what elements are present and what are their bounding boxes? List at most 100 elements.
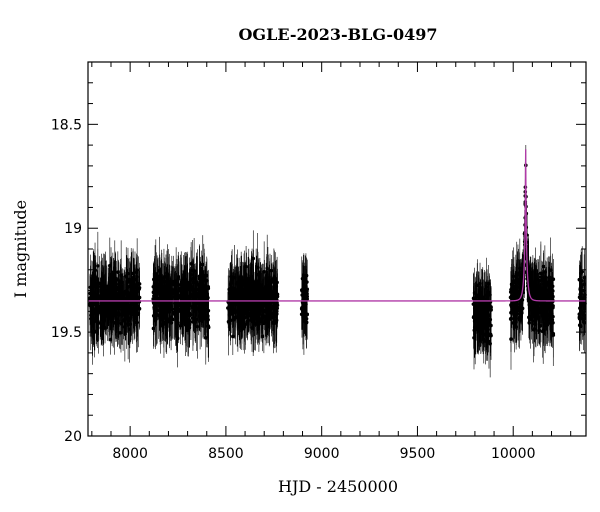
- data-point: [245, 319, 250, 324]
- data-point: [547, 275, 552, 280]
- data-point: [514, 284, 518, 288]
- data-point: [100, 315, 104, 320]
- data-point: [257, 278, 261, 283]
- data-point: [107, 284, 111, 288]
- data-point: [256, 292, 261, 296]
- data-point: [476, 309, 480, 314]
- data-point: [170, 281, 174, 286]
- data-point: [546, 302, 551, 307]
- data-point: [265, 303, 270, 308]
- y-tick-label: 19: [64, 221, 82, 237]
- data-point: [301, 315, 305, 319]
- data-point: [186, 321, 190, 325]
- data-point: [541, 314, 545, 318]
- data-point: [541, 264, 546, 269]
- data-point: [236, 295, 241, 300]
- ticks-layer: 8000 8500 9000 9500 10000 18.5 19 19.5 20: [51, 62, 586, 462]
- data-point: [91, 320, 96, 325]
- x-tick-label: 9000: [304, 446, 340, 462]
- data-point: [275, 280, 279, 285]
- data-point: [230, 278, 234, 282]
- data-point: [161, 311, 165, 316]
- data-point: [110, 292, 114, 297]
- data-point: [190, 305, 195, 310]
- data-point: [489, 305, 493, 309]
- data-point: [533, 293, 537, 297]
- data-point: [259, 309, 264, 313]
- data-point: [240, 319, 245, 323]
- data-point: [156, 288, 160, 292]
- data-point: [178, 323, 183, 328]
- data-point: [549, 311, 554, 316]
- data-point: [511, 310, 516, 314]
- data-point: [532, 322, 537, 326]
- data-point: [200, 301, 204, 305]
- data-point: [188, 287, 192, 291]
- data-point: [302, 276, 306, 280]
- data-point: [231, 334, 235, 339]
- data-point: [194, 317, 199, 322]
- data-point: [89, 295, 94, 300]
- data-point: [104, 308, 109, 313]
- y-tick-label: 18.5: [51, 117, 82, 133]
- data-point: [100, 292, 105, 297]
- data-point: [510, 284, 515, 289]
- data-point: [128, 322, 132, 326]
- data-point: [253, 322, 258, 326]
- data-point: [300, 289, 304, 293]
- model-curve: [88, 149, 586, 302]
- data-point: [247, 283, 251, 288]
- data-point: [203, 296, 207, 300]
- data-point: [249, 280, 254, 284]
- x-tick-label: 10000: [491, 446, 536, 462]
- data-point: [254, 309, 259, 313]
- data-point: [197, 297, 202, 302]
- data-point: [233, 293, 237, 297]
- data-point: [236, 311, 240, 315]
- data-point: [269, 268, 274, 273]
- data-point: [537, 310, 542, 315]
- data-point: [191, 276, 195, 281]
- data-point: [205, 315, 210, 319]
- data-point: [163, 307, 168, 311]
- data-point: [235, 280, 240, 284]
- data-point: [120, 310, 125, 315]
- data-point: [206, 324, 210, 328]
- data-point: [549, 308, 553, 313]
- data-point: [176, 277, 180, 281]
- data-point: [487, 290, 492, 295]
- data-point: [527, 315, 531, 320]
- y-axis-label: I magnitude: [11, 200, 30, 298]
- data-point: [181, 288, 186, 292]
- x-tick-label: 8000: [112, 446, 148, 462]
- data-point: [541, 293, 545, 297]
- data-point: [106, 301, 111, 306]
- data-point: [250, 288, 255, 293]
- data-point: [226, 306, 230, 310]
- data-point: [112, 272, 117, 277]
- data-point: [99, 326, 103, 330]
- data-point: [119, 280, 124, 284]
- data-point: [514, 295, 519, 299]
- data-point: [114, 306, 119, 311]
- data-point: [245, 288, 250, 293]
- data-point: [579, 302, 584, 307]
- x-tick-label: 9500: [400, 446, 436, 462]
- data-point: [201, 289, 205, 294]
- data-point: [269, 314, 274, 319]
- data-point: [126, 311, 130, 316]
- data-point: [550, 284, 555, 289]
- data-point: [540, 329, 545, 334]
- data-point: [242, 308, 246, 313]
- data-point: [124, 274, 129, 278]
- data-point: [519, 301, 524, 306]
- data-point: [122, 302, 127, 307]
- data-point: [157, 303, 162, 308]
- chart-title: OGLE-2023-BLG-0497: [238, 25, 437, 44]
- data-point: [304, 320, 309, 325]
- data-point: [545, 320, 550, 325]
- data-point: [197, 276, 202, 281]
- data-point: [151, 297, 155, 301]
- data-point: [134, 270, 139, 275]
- model-layer: [88, 149, 586, 302]
